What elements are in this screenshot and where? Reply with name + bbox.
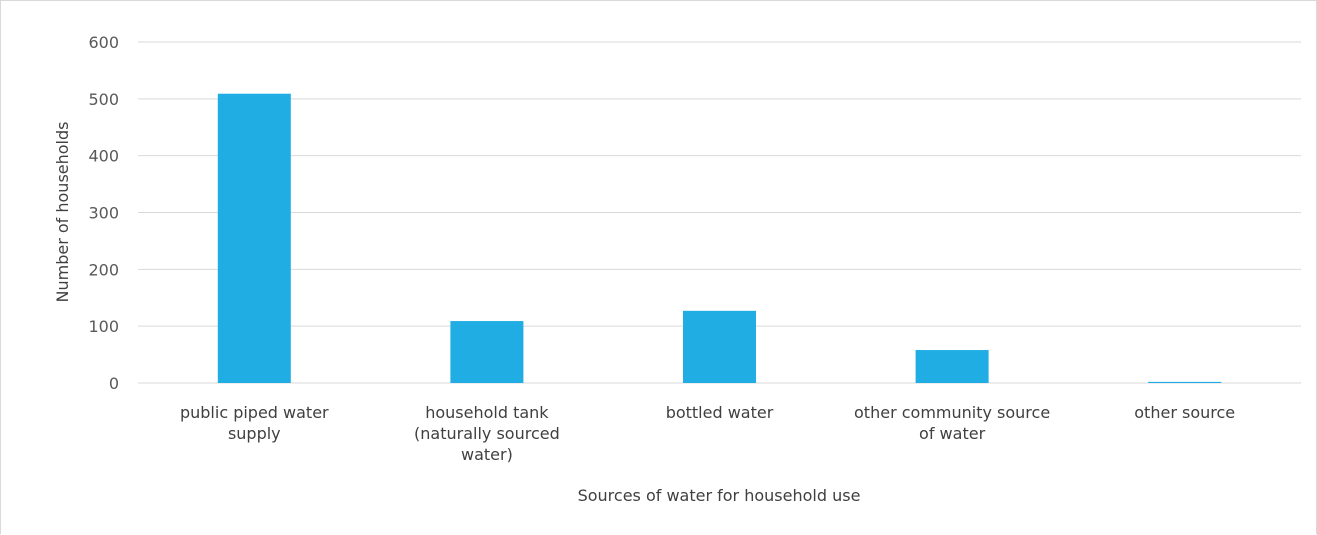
y-axis-ticks: 0 100 200 300 400 500 600 (88, 33, 119, 393)
y-tick-label: 100 (88, 317, 119, 336)
y-tick-label: 0 (109, 374, 119, 393)
gridlines (138, 41, 1301, 384)
y-tick-label: 400 (88, 147, 119, 166)
bars (217, 93, 1222, 384)
x-category-label-line: other source (1134, 403, 1235, 422)
x-category-label-line: of water (919, 424, 986, 443)
x-axis-title: Sources of water for household use (578, 486, 861, 505)
bar (915, 350, 989, 383)
x-category-label-line: supply (228, 424, 281, 443)
x-category-label: bottled water (666, 403, 774, 422)
x-category-label-line: public piped water (180, 403, 329, 422)
x-category-label: other community source of water (854, 403, 1050, 443)
x-category-label: other source (1134, 403, 1235, 422)
y-tick-label: 500 (88, 90, 119, 109)
y-tick-label: 200 (88, 260, 119, 279)
bar (450, 321, 524, 383)
x-category-label-line: other community source (854, 403, 1050, 422)
y-axis-title: Number of households (53, 122, 72, 303)
y-tick-label: 600 (88, 33, 119, 52)
y-tick-label: 300 (88, 204, 119, 223)
x-axis-categories: public piped water supply household tank (n… (180, 403, 1235, 464)
bar (1148, 381, 1222, 383)
x-category-label-line: household tank (425, 403, 549, 422)
x-category-label-line: bottled water (666, 403, 774, 422)
x-category-label-line: water) (461, 445, 513, 464)
x-category-label-line: (naturally sourced (414, 424, 560, 443)
bar (683, 310, 756, 383)
x-category-label: household tank (naturally sourced water) (414, 403, 560, 464)
x-category-label: public piped water supply (180, 403, 329, 443)
bar (217, 93, 291, 384)
